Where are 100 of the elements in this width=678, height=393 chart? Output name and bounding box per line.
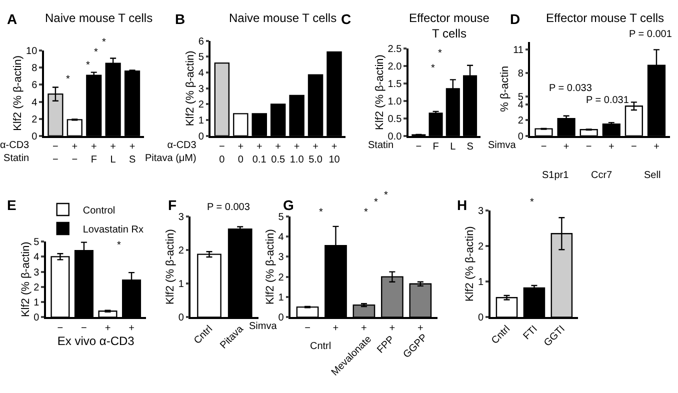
y-axis-title: Klf2 (% β-actin) <box>164 229 177 304</box>
text: P = 0.003 <box>207 202 250 213</box>
annotation: P = 0.033 <box>549 83 592 94</box>
x-tick-label: + <box>418 322 424 334</box>
x-tick-label: L <box>450 142 456 153</box>
x-tick-label: − <box>416 142 422 153</box>
x-tick-label: + 0.5 <box>271 142 286 166</box>
y-tick-label: 1 <box>178 279 184 290</box>
x-tick-label: + <box>608 142 614 153</box>
legend-label: Control <box>82 205 116 216</box>
y-tick-label: 0.0 <box>388 131 402 142</box>
x-tick-label: + 0.1 <box>252 142 267 166</box>
y-tick-label: 4 <box>34 252 40 264</box>
y-axis-title: % β-actin <box>499 66 512 112</box>
annotation: * <box>66 74 70 85</box>
y-tick-label: 10 <box>26 46 38 58</box>
annotation: * <box>86 60 90 71</box>
y-tick-label: 2.0 <box>388 62 402 73</box>
x-axis-title: Statin <box>368 140 394 151</box>
chart-title: H <box>457 197 468 213</box>
annotation: P = 0.031 <box>586 95 630 106</box>
x-axis-title: Simva <box>249 321 278 332</box>
x-tick-label: + 0 <box>238 142 244 166</box>
chart-subtitle: Effector mouse T cells <box>546 11 664 25</box>
x-tick-label: − <box>304 322 311 334</box>
y-tick-label: 3 <box>278 252 284 264</box>
y-tick-label: 0 <box>518 131 524 142</box>
text: * <box>374 197 378 208</box>
x-axis-title: Simva <box>488 140 516 151</box>
x-tick-label: + − <box>72 142 78 166</box>
x-tick-label: F <box>432 142 439 153</box>
y-tick-label: 0 <box>32 131 38 142</box>
text: S1pr1 <box>542 170 570 181</box>
x-tick-label: + S <box>128 142 136 166</box>
y-tick-label: 8 <box>518 68 524 80</box>
x-tick-label: S <box>466 142 474 153</box>
text: * <box>530 197 534 208</box>
x-tick-label: + 10 <box>328 142 340 166</box>
y-tick-label: 5 <box>278 212 284 223</box>
x-tick-label: + <box>389 322 396 334</box>
x-axis-title: Ex vivo α-CD3 <box>57 334 135 348</box>
x-tick-label: − <box>540 142 547 153</box>
y-axis-title: Klf2 (% β-actin) <box>20 242 32 318</box>
y-tick-label: 1 <box>478 277 484 288</box>
y-tick-label: 3 <box>178 212 184 223</box>
x-tick-label: + <box>361 322 368 334</box>
y-tick-label: 1.0 <box>388 96 402 108</box>
y-axis-title: Klf2 (% β-actin) <box>374 54 386 130</box>
chart-title: C <box>341 11 352 27</box>
x-tick-label: + <box>563 142 570 153</box>
x-tick-label: + 1.0 <box>290 142 304 166</box>
chart-title: D <box>510 11 520 27</box>
x-tick-label: + 5.0 <box>308 142 323 166</box>
x-tick-label: + <box>654 142 660 153</box>
annotation: * <box>438 48 442 59</box>
text: P = 0.001 <box>629 29 672 40</box>
y-tick-label: 3 <box>34 267 40 278</box>
y-tick-label: 4 <box>278 232 284 244</box>
y-tick-label: 6 <box>32 80 38 92</box>
annotation: * <box>117 240 121 251</box>
x-tick-label: − <box>57 322 64 334</box>
y-tick-label: 2 <box>478 242 484 253</box>
text: FPP <box>375 334 398 356</box>
x-tick-label: FTI <box>521 324 540 342</box>
legend-label: Lovastatin Rx <box>82 224 144 236</box>
y-tick-label: 0 <box>178 312 184 324</box>
y-axis-title: Klf2 (% β-actin) <box>12 56 24 131</box>
annotation: * <box>364 207 368 218</box>
y-tick-label: 2 <box>32 114 38 126</box>
chart-title: A <box>7 11 18 27</box>
y-tick-label: 0.5 <box>388 114 402 125</box>
y-tick-label: 1 <box>278 292 284 304</box>
y-tick-label: 3 <box>198 84 204 95</box>
x-tick-label: − <box>586 142 592 153</box>
y-tick-label: 4 <box>198 68 204 80</box>
y-tick-label: 5 <box>198 52 204 64</box>
y-tick-label: 2 <box>278 272 284 284</box>
x-tick-label: − <box>631 142 638 153</box>
y-tick-label: 1 <box>34 298 40 309</box>
y-tick-label: 4 <box>32 97 38 108</box>
y-tick-label: 0 <box>278 312 284 324</box>
x-axis-title: α-CD3 Statin <box>0 140 30 164</box>
x-tick-label: − 0 <box>219 142 226 166</box>
x-tick-label: + F <box>90 142 97 166</box>
chart-title: G <box>283 197 294 213</box>
y-axis-title: Klf2 (% β-actin) <box>264 229 276 304</box>
y-tick-label: 2.5 <box>388 44 402 56</box>
y-tick-label: 2 <box>34 282 40 294</box>
chart-title: F <box>168 197 177 213</box>
x-tick-label: + <box>104 322 111 334</box>
y-tick-label: 2 <box>518 116 524 127</box>
x-axis-title: α-CD3 Pitava (μM) <box>145 140 197 164</box>
y-tick-label: 1.5 <box>388 79 402 90</box>
text: Sell <box>644 170 661 181</box>
y-tick-label: 0 <box>34 312 40 324</box>
y-axis-title: Klf2 (% β-actin) <box>464 226 476 302</box>
y-tick-label: 0 <box>198 131 204 142</box>
y-tick-label: 6 <box>198 36 204 48</box>
y-tick-label: 2 <box>178 245 184 256</box>
chart-subtitle: Effector mouse T cells <box>409 11 490 41</box>
